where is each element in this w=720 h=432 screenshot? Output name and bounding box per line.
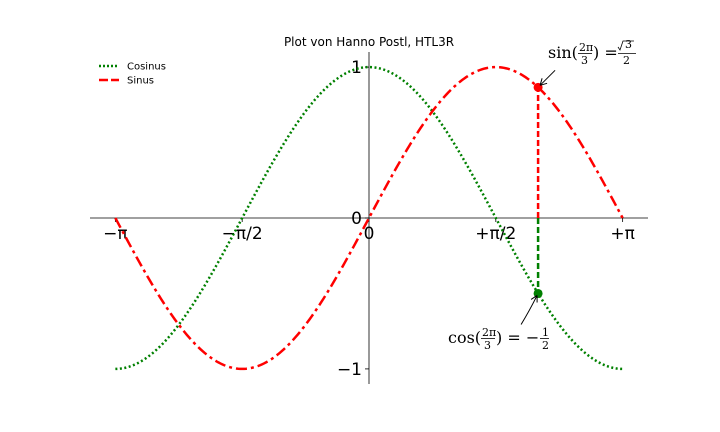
- chart-title: Plot von Hanno Postl, HTL3R: [284, 35, 454, 49]
- cos-label-equals: ) = −: [496, 328, 539, 347]
- sin-arrow: [539, 69, 556, 86]
- sin-label-root: 3: [625, 38, 632, 51]
- x-tick-label: −π/2: [222, 224, 263, 244]
- sin-label-denominator: 3: [581, 54, 588, 67]
- cos-arrow: [520, 295, 538, 325]
- cos-label-func: cos(: [448, 328, 481, 347]
- sin-arrowhead: [539, 78, 548, 86]
- cos-label-denominator: 3: [484, 339, 491, 352]
- cos-label-denominator-2: 2: [542, 339, 549, 352]
- sin-label-denominator-2: 2: [623, 54, 630, 67]
- legend: Cosinus Sinus: [99, 62, 166, 87]
- sin-label-numerator: 2π: [579, 41, 593, 54]
- cos-label-numerator: 2π: [482, 326, 496, 339]
- y-tick-label: −1: [337, 360, 362, 380]
- sin-label-func: sin(: [548, 43, 578, 62]
- x-tick-label: +π/2: [475, 224, 516, 244]
- y-tick-label: 0: [351, 209, 362, 229]
- legend-label-cosinus: Cosinus: [127, 62, 166, 73]
- x-tick-label: −π: [103, 224, 127, 244]
- legend-label-sinus: Sinus: [127, 76, 154, 87]
- sin-label-sqrt-sign: [617, 40, 634, 51]
- cos-label-numerator-2: 1: [542, 326, 549, 339]
- axes: −π −π/2 0 +π/2 +π −1 0 1: [90, 52, 648, 384]
- cos-arrowhead: [530, 295, 538, 303]
- x-tick-label: 0: [364, 224, 375, 244]
- sin-label-equals: ) =: [593, 43, 618, 62]
- x-tick-label: +π: [610, 224, 634, 244]
